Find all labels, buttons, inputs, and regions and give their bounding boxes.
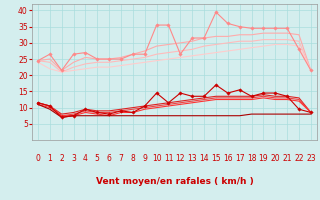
X-axis label: Vent moyen/en rafales ( km/h ): Vent moyen/en rafales ( km/h ) bbox=[96, 177, 253, 186]
